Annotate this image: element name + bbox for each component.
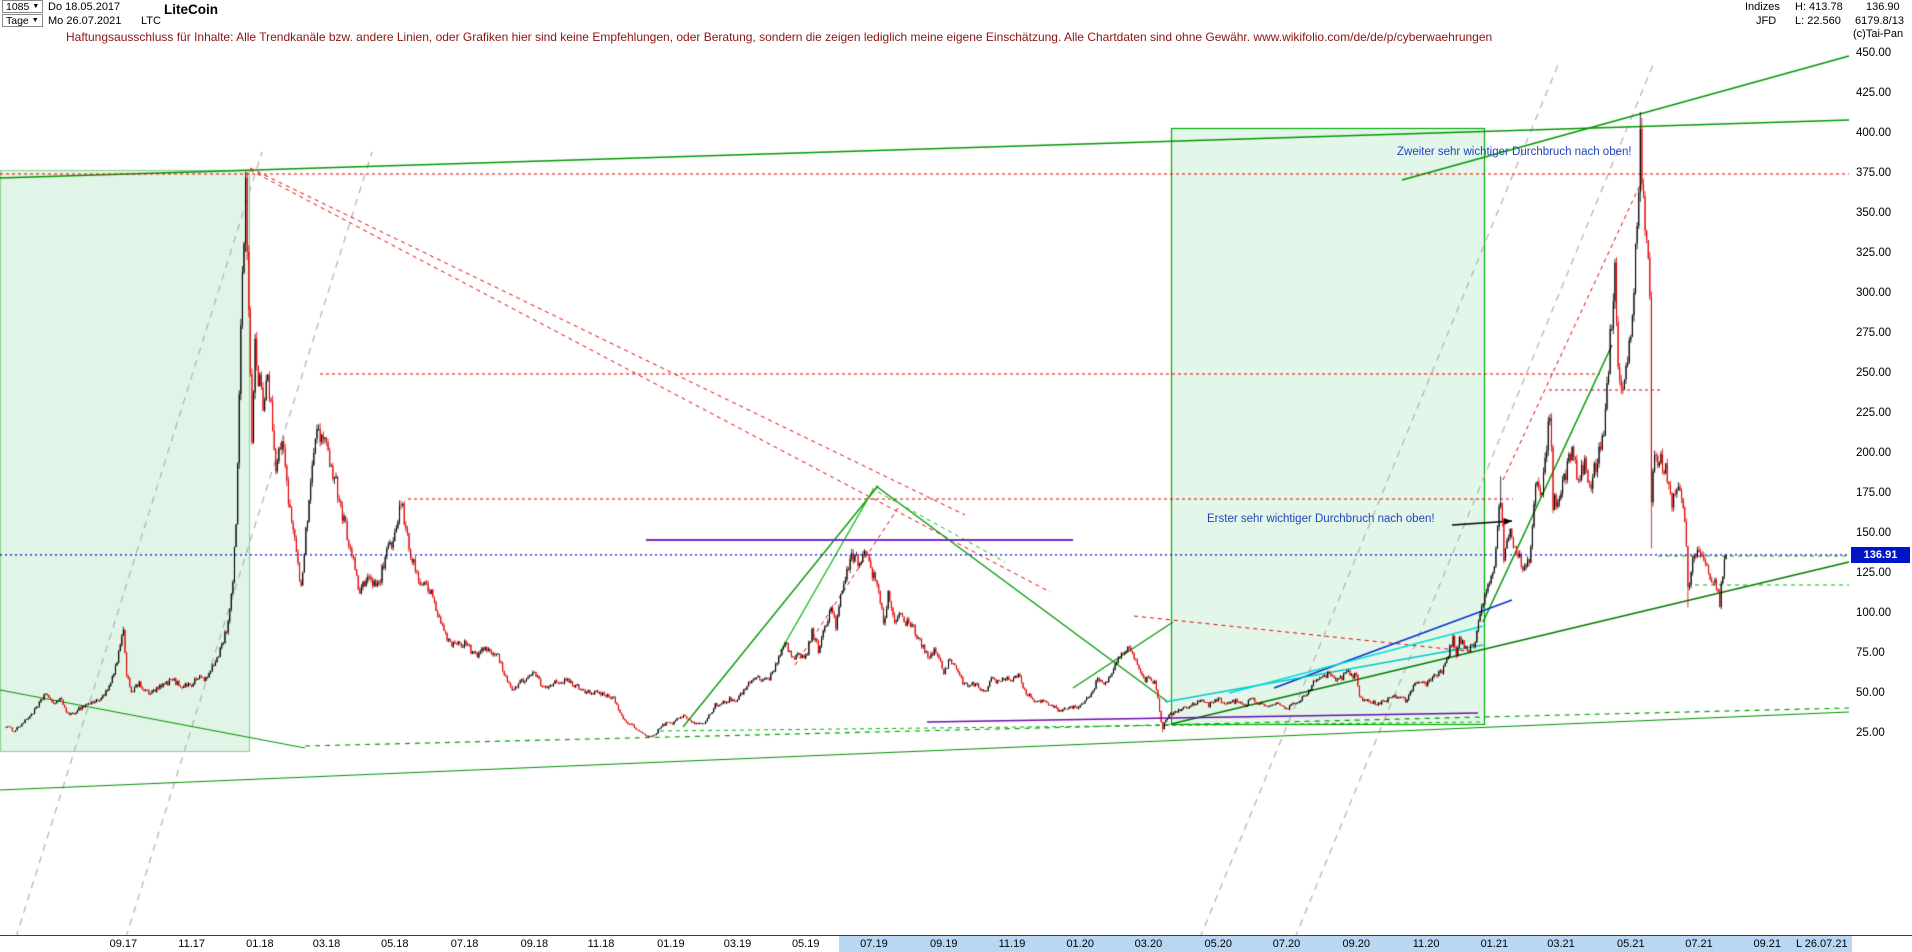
price-tick-label: 225.00	[1856, 407, 1892, 419]
price-tick-label: 250.00	[1856, 367, 1892, 379]
date-tick-label: 05.19	[791, 938, 820, 950]
date-tick-label: 09.20	[1342, 938, 1371, 950]
date-tick-label: 03.20	[1134, 938, 1163, 950]
date-axis: L 26.07.21 09.17 11.17 01.18 03.18 05.18 07.1…	[0, 935, 1912, 952]
copyright-label: (c)Tai-Pan	[1853, 28, 1904, 40]
date-tick-label: 05.21	[1617, 938, 1645, 950]
price-tick-label: 125.00	[1856, 567, 1892, 579]
price-tick-label: 150.00	[1856, 527, 1892, 539]
price-tick-label: 175.00	[1856, 487, 1892, 499]
last-value-label: 136.90	[1866, 1, 1900, 13]
date-tick-label: 07.20	[1272, 938, 1301, 950]
last-price-tag: 136.91	[1851, 546, 1910, 563]
bars-count-dropdown[interactable]: 1085 ▼	[2, 0, 44, 13]
date-tick-label: 11.18	[587, 938, 615, 950]
price-tick-label: 400.00	[1856, 127, 1892, 139]
disclaimer-text: Haftungsausschluss für Inhalte: Alle Tre…	[66, 30, 1493, 44]
price-tick-label: 425.00	[1856, 87, 1892, 99]
date-tick-label: 09.18	[520, 938, 549, 950]
instrument-title: LiteCoin	[164, 2, 218, 17]
date-tick-label: 03.18	[312, 938, 341, 950]
annotation-first-breakout: Erster sehr wichtiger Durchbruch nach ob…	[1207, 513, 1435, 525]
date-tick-label: 05.20	[1204, 938, 1233, 950]
last-date-tick: L 26.07.21	[1796, 938, 1848, 950]
price-tick-label: 100.00	[1856, 607, 1892, 619]
date-tick-label: 01.21	[1480, 938, 1509, 950]
chevron-down-icon: ▼	[31, 17, 39, 24]
date-tick-label: 01.18	[246, 938, 274, 950]
last-date-label: Mo 26.07.2021	[48, 15, 122, 27]
price-tick-label: 375.00	[1856, 167, 1892, 179]
price-tick-label: 350.00	[1856, 207, 1892, 219]
date-tick-label: 07.18	[450, 938, 479, 950]
price-tick-label: 325.00	[1856, 247, 1892, 259]
bars-count-value: 1085	[6, 0, 30, 13]
price-tick-label: 50.00	[1856, 687, 1885, 699]
broker-label: JFD	[1756, 15, 1777, 27]
date-tick-label: 11.17	[178, 938, 205, 950]
period-high-label: H: 413.78	[1795, 1, 1843, 13]
price-tick-label: 275.00	[1856, 327, 1892, 339]
price-tick-label: 25.00	[1856, 727, 1885, 739]
period-value: Tage	[6, 14, 29, 27]
date-tick-label: 03.19	[723, 938, 752, 950]
date-tick-label: 09.21	[1753, 938, 1782, 950]
price-tick-label: 300.00	[1856, 287, 1892, 299]
chevron-down-icon: ▼	[32, 3, 40, 10]
annotation-second-breakout: Zweiter sehr wichtiger Durchbruch nach o…	[1397, 146, 1632, 158]
price-tick-label: 200.00	[1856, 447, 1892, 459]
date-axis-highlight[interactable]	[839, 936, 1852, 952]
price-tick-label: 75.00	[1856, 647, 1885, 659]
date-tick-label: 09.17	[109, 938, 138, 950]
date-tick-label: 09.19	[929, 938, 958, 950]
date-tick-label: 03.21	[1547, 938, 1575, 950]
symbol-label: LTC	[141, 15, 161, 27]
date-tick-label: 01.20	[1066, 938, 1094, 950]
date-tick-label: 11.20	[1412, 938, 1440, 950]
price-tick-label: 450.00	[1856, 47, 1892, 59]
date-tick-label: 05.18	[380, 938, 409, 950]
date-tick-label: 07.19	[860, 938, 888, 950]
toolbar: 1085 ▼ Do 18.05.2017 LiteCoin Tage ▼ Mo …	[0, 0, 1912, 28]
first-date-label: Do 18.05.2017	[48, 1, 121, 13]
period-dropdown[interactable]: Tage ▼	[2, 14, 43, 27]
period-low-label: L: 22.560	[1795, 15, 1841, 27]
date-tick-label: 11.19	[998, 938, 1026, 950]
indizes-menu[interactable]: Indizes	[1745, 1, 1780, 13]
date-tick-label: 07.21	[1685, 938, 1713, 950]
date-tick-label: 01.19	[657, 938, 685, 950]
extra-value-label: 6179.8/13	[1855, 15, 1904, 27]
